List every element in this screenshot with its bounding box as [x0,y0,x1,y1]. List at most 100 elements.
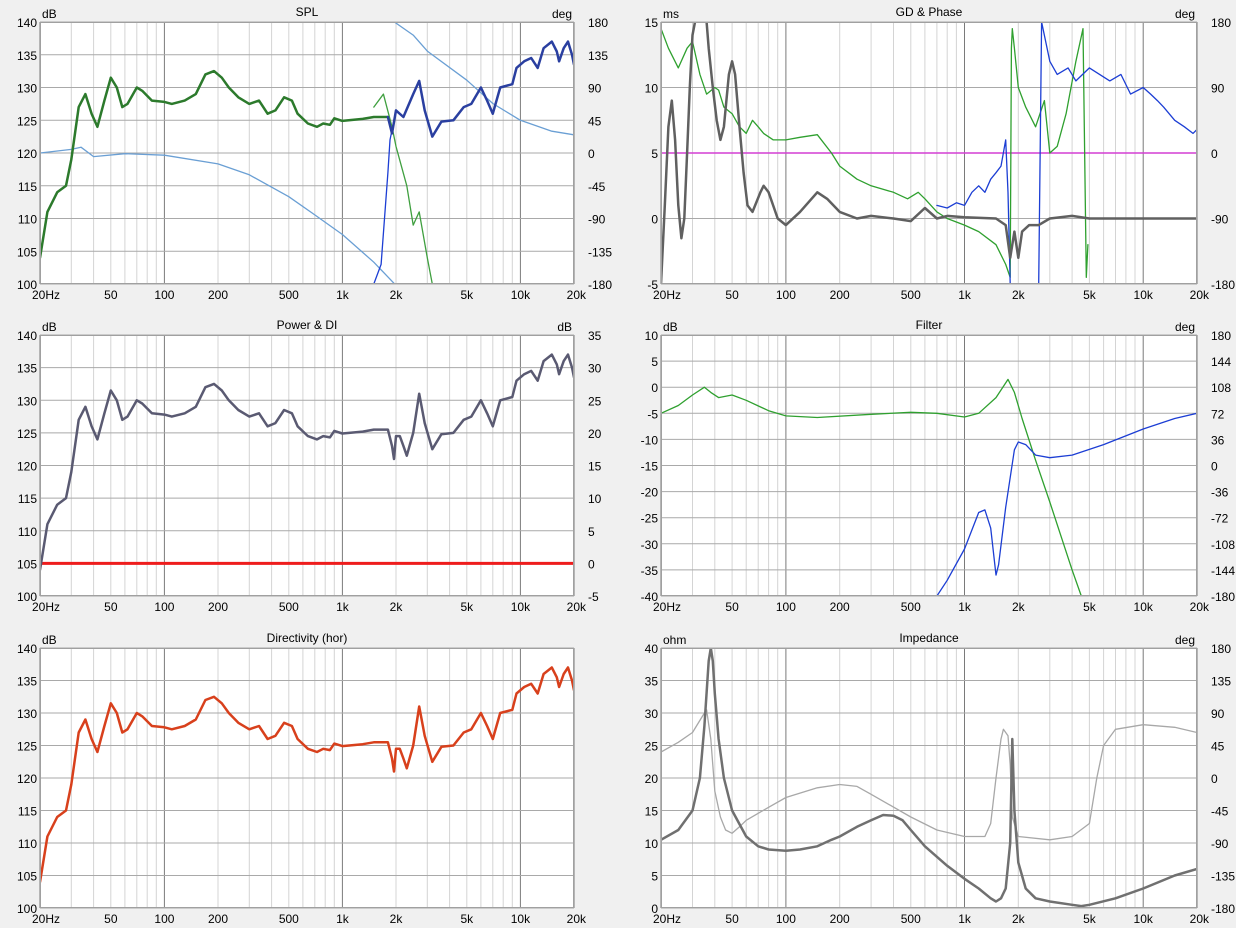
y2-tick-label: 0 [1211,772,1218,786]
x-tick-label: 1k [958,912,972,926]
x-tick-label: 200 [830,288,850,302]
y2-tick-label: 0 [588,147,595,161]
y2-tick-label: 180 [1211,16,1231,30]
y2-tick-label: 180 [588,16,608,30]
y-tick-label: 120 [17,147,37,161]
y2-tick-label: -135 [1211,870,1235,884]
x-tick-label: 20Hz [653,288,681,302]
chart-title: SPL [296,5,319,19]
x-tick-label: 20k [1190,912,1210,926]
x-tick-label: 5k [1083,912,1097,926]
y-tick-label: 125 [17,114,37,128]
x-tick-label: 20k [567,600,587,614]
plot-border [661,22,1197,284]
y-tick-label: -30 [641,538,659,552]
y-tick-label: 100 [17,590,37,604]
y-tick-label: -35 [641,564,659,578]
y2-axis-unit: deg [1175,633,1195,647]
x-tick-label: 50 [104,912,118,926]
x-tick-label: 1k [336,288,350,302]
y2-tick-label: 0 [588,557,595,571]
y2-tick-label: 108 [1211,381,1231,395]
x-tick-label: 5k [460,600,474,614]
series-line-1 [40,353,574,572]
x-tick-label: 1k [958,600,972,614]
y2-tick-label: -45 [1211,805,1229,819]
x-tick-label: 20Hz [653,600,681,614]
series-line-2 [936,139,1011,284]
y-tick-label: -15 [641,460,659,474]
y2-tick-label: 180 [1211,642,1231,656]
x-tick-label: 5k [1083,288,1097,302]
series-line-0 [661,709,1197,841]
y-tick-label: 105 [17,870,37,884]
y-tick-label: 115 [18,180,37,194]
y2-tick-label: 30 [588,362,602,376]
y-axis-unit: dB [42,633,57,647]
y2-tick-label: 90 [588,82,602,96]
x-tick-label: 50 [725,600,739,614]
series-line-4 [40,69,390,260]
y2-tick-label: 10 [588,492,602,506]
x-tick-label: 20Hz [653,912,681,926]
y-tick-label: 130 [17,707,37,721]
y2-tick-label: -45 [588,180,606,194]
series-group [40,22,574,284]
gd-phase-chart: GD & Phase ms deg -5 0 5 10 15 -180 -90 0 90 180 20Hz… [645,5,1236,302]
series-line-3 [1038,22,1197,284]
y2-tick-label: -90 [1211,837,1229,851]
x-tick-label: 50 [725,288,739,302]
x-tick-label: 10k [1134,288,1154,302]
y-axis-unit: ohm [663,633,686,647]
y2-tick-label: -108 [1211,538,1235,552]
x-tick-label: 500 [901,288,921,302]
y2-tick-label: 135 [588,49,608,63]
y2-tick-label: 45 [1211,740,1225,754]
plot-border [40,22,574,284]
y2-tick-label: 35 [588,329,602,343]
y-tick-label: 130 [17,394,37,408]
x-tick-label: 50 [725,912,739,926]
x-tick-label: 10k [1134,600,1154,614]
y-tick-label: 115 [18,492,37,506]
x-tick-label: 100 [776,912,796,926]
x-tick-label: 20k [1190,288,1210,302]
y2-tick-label: 45 [588,114,602,128]
filter-chart: Filter dB deg -40 -35 -30 -25 -20 -15 -10 -5 0 5 10 -1… [641,318,1236,614]
y-tick-label: 120 [17,460,37,474]
chart-title: GD & Phase [896,5,963,19]
y2-tick-label: -144 [1211,564,1235,578]
x-tick-label: 200 [830,600,850,614]
x-tick-label: 10k [511,912,531,926]
y-tick-label: 20 [645,772,659,786]
series-group [661,378,1197,596]
x-tick-label: 20k [567,288,587,302]
y-tick-label: 100 [17,902,37,916]
y2-tick-label: -180 [588,278,612,292]
y2-tick-label: 144 [1211,355,1231,369]
y-tick-label: 105 [17,245,37,259]
x-tick-label: 10k [511,288,531,302]
x-tick-label: 100 [154,912,174,926]
x-tick-label: 20k [1190,600,1210,614]
chart-title: Filter [916,318,943,332]
plot-border [40,335,574,596]
y-axis-unit: dB [42,320,57,334]
y-tick-label: 40 [645,642,659,656]
series-line-4 [661,22,697,284]
y2-tick-label: -180 [1211,902,1235,916]
x-tick-label: 5k [460,912,474,926]
x-tick-label: 20Hz [32,912,60,926]
y2-tick-label: 180 [1211,329,1231,343]
x-tick-label: 500 [279,912,299,926]
x-tick-label: 100 [776,288,796,302]
y-tick-label: 135 [17,362,37,376]
y-tick-label: 135 [17,675,37,689]
y2-tick-label: 25 [588,394,602,408]
spl-chart: SPL dB deg 100 105 110 115 120 125 130 135 140 -180 -… [17,5,612,302]
series-group [661,22,1197,284]
x-tick-label: 500 [901,600,921,614]
y-tick-label: 30 [645,707,659,721]
y-tick-label: 110 [18,837,37,851]
